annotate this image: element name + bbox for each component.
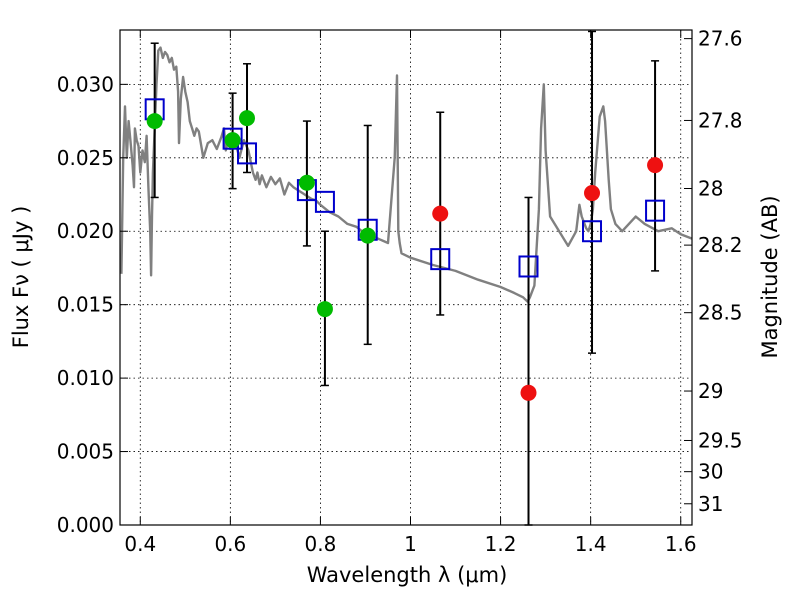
y2-tick-label: 28: [698, 177, 723, 201]
x-tick-label: 1: [404, 532, 417, 556]
measurement-point-undetected: [520, 384, 537, 401]
model-point: [430, 248, 451, 271]
measurement-point-detected: [316, 301, 333, 318]
y2-tick-label: 28.5: [698, 301, 743, 325]
x-axis-label: Wavelength λ (μm): [307, 563, 508, 587]
model-point: [222, 127, 243, 150]
measurement-point-undetected: [432, 205, 449, 222]
plot-frame: [119, 29, 693, 526]
y2-tick-label: 31: [698, 492, 723, 516]
error-bars: [150, 30, 660, 526]
x-tick-label: 0.4: [124, 532, 156, 556]
y-tick-label: 0.015: [57, 293, 114, 317]
measurement-points: [146, 110, 664, 401]
grid-lines: [120, 30, 692, 526]
y2-tick-label: 27.8: [698, 108, 743, 132]
y-axis-ticks: 0.000 0.005 0.010 0.015 0.020 0.025 0.030: [57, 72, 128, 537]
y-tick-label: 0.000: [57, 513, 114, 537]
y2-axis-label: Magnitude (AB): [758, 195, 782, 358]
measurement-point-undetected: [584, 185, 601, 202]
y-tick-label: 0.005: [57, 440, 114, 464]
y2-tick-label: 29: [698, 379, 723, 403]
y-tick-label: 0.030: [57, 72, 114, 96]
measurement-point-undetected: [647, 157, 664, 174]
measurement-point-detected: [359, 227, 376, 244]
x-tick-label: 1.6: [665, 532, 697, 556]
measurement-point-detected: [224, 132, 241, 149]
measurement-point-detected: [298, 174, 315, 191]
y2-tick-label: 29.5: [698, 428, 743, 452]
y-axis-label: Flux Fν ( μJy ): [9, 206, 33, 349]
model-point: [518, 255, 539, 278]
model-point: [645, 199, 666, 222]
y2-axis-ticks: 27.6 27.8 28 28.2 28.5 29 29.5 30 31: [684, 27, 743, 516]
model-point: [314, 190, 335, 213]
x-tick-label: 1.2: [485, 532, 517, 556]
y2-tick-label: 27.6: [698, 27, 743, 51]
template-spectrum-line: [120, 46, 693, 303]
y-tick-label: 0.020: [57, 219, 114, 243]
y-tick-label: 0.025: [57, 146, 114, 170]
model-point: [237, 142, 258, 165]
measurement-point-detected: [239, 110, 256, 127]
x-tick-label: 1.4: [575, 532, 607, 556]
model-point: [582, 220, 603, 243]
x-tick-label: 0.8: [305, 532, 337, 556]
y2-tick-label: 30: [698, 460, 723, 484]
x-axis-ticks: 0.4 0.6 0.8 1 1.2 1.4 1.6: [124, 30, 697, 556]
measurement-point-detected: [146, 113, 163, 130]
x-tick-label: 0.6: [214, 532, 246, 556]
y-tick-label: 0.010: [57, 366, 114, 390]
y2-tick-label: 28.2: [698, 233, 743, 257]
template-spectrum: [120, 46, 693, 303]
